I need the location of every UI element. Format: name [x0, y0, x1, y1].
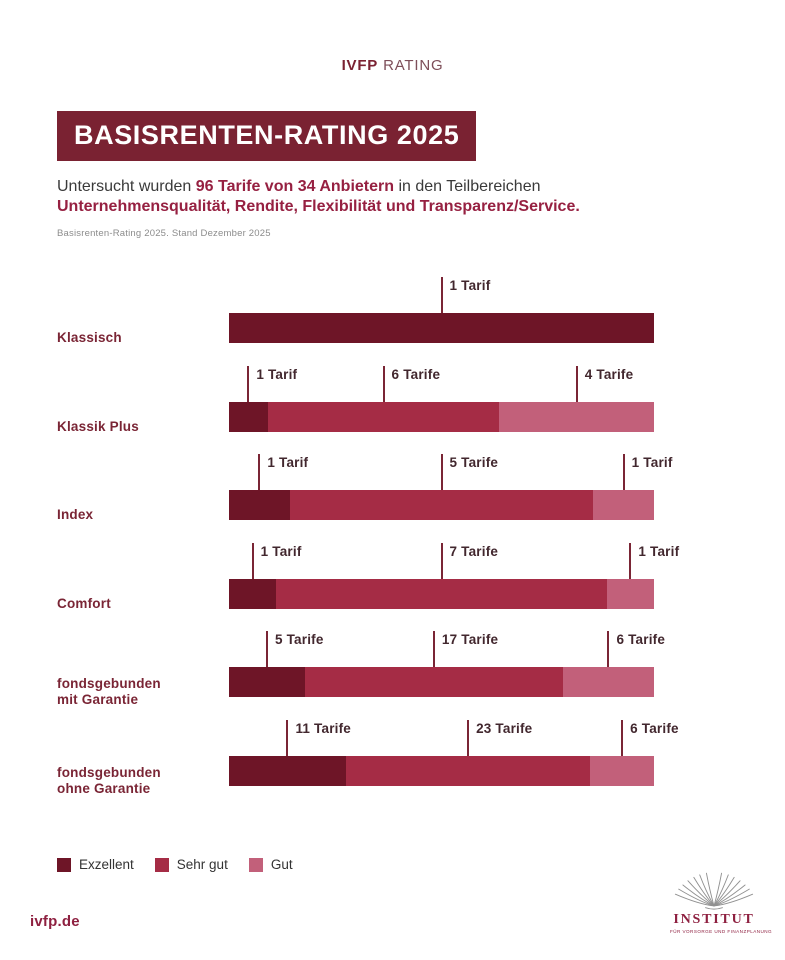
tick-label: 1 Tarif [638, 543, 680, 559]
bar-row-index: 1 Tarif 5 Tarife 1 Tarif [229, 454, 672, 520]
bar-segment-sehr-gut [345, 755, 591, 786]
tick-line [251, 542, 254, 579]
tick-label: 23 Tarife [476, 720, 533, 736]
tick-label: 1 Tarif [267, 455, 309, 470]
tick-label: 1 Tarif [631, 455, 673, 470]
bar-segment-gut [606, 578, 654, 609]
bar-row-klassik-plus: 1 Tarif 6 Tarife 4 Tarife [229, 365, 654, 432]
bar-segment-exzellent [229, 667, 305, 697]
bar-row-comfort: 1 Tarif 7 Tarife 1 Tarif [229, 542, 679, 609]
legend-item-exzellent: Exzellent [57, 857, 134, 872]
tick-line [607, 631, 610, 667]
intro-mid: in den Teilbereichen [394, 178, 541, 195]
bar-segment-exzellent [229, 755, 346, 786]
logo-institut-text: INSTITUT [673, 912, 755, 927]
tick-label: 5 Tarife [274, 632, 324, 647]
tick-line [440, 277, 443, 313]
bar-segment-exzellent [229, 401, 268, 432]
category-label-klassik-plus: Klassik Plus [57, 418, 139, 434]
tick-label: 7 Tarife [449, 543, 499, 559]
bar-segment-exzellent [229, 490, 290, 520]
tick-line [247, 365, 250, 402]
open-book-icon [674, 872, 754, 910]
logo-tagline-text: FÜR VORSORGE UND FINANZPLANUNG [670, 929, 773, 934]
bar-fondsgebunden-ohne-garantie [229, 755, 654, 786]
bar-fondsgebunden-mit-garantie [229, 667, 654, 697]
intro-pre: Untersucht wurden [57, 178, 196, 195]
bar-segment-sehr-gut [289, 490, 594, 520]
legend: Exzellent Sehr gut Gut [57, 857, 293, 872]
bar-index [229, 490, 654, 520]
legend-swatch-exzellent [57, 857, 71, 872]
tick-label: 6 Tarife [391, 366, 441, 382]
brand-ivfp: IVFP [341, 57, 379, 74]
bar-row-klassisch: 1 Tarif [229, 277, 654, 343]
category-label-fondsgebunden-ohne-garantie: fondsgebunden ohne Garantie [57, 764, 161, 796]
brand-header: IVFP RATING [0, 57, 785, 74]
intro-highlight-bereiche: Unternehmensqualität, Rendite, Flexibili… [57, 198, 580, 215]
bar-klassisch [229, 313, 654, 343]
tick-line [432, 631, 435, 667]
tick-label: 4 Tarife [584, 366, 634, 382]
tick-label: 1 Tarif [449, 278, 491, 293]
tick-line [467, 719, 470, 756]
legend-item-gut: Gut [248, 857, 293, 872]
tick-line [265, 631, 268, 667]
bar-comfort [229, 578, 654, 609]
category-label-index: Index [57, 507, 94, 522]
institut-logo: INSTITUT FÜR VORSORGE UND FINANZPLANUNG [670, 869, 773, 934]
bar-segment-sehr-gut [267, 401, 500, 432]
tick-label: 1 Tarif [260, 543, 302, 559]
tick-line [629, 542, 632, 579]
bar-segment-sehr-gut [276, 578, 607, 609]
bar-segment-exzellent [229, 578, 277, 609]
bar-segment-gut [499, 401, 654, 432]
stand-note: Basisrenten-Rating 2025. Stand Dezember … [57, 228, 271, 239]
legend-label: Exzellent [79, 857, 134, 872]
tick-label: 17 Tarife [441, 632, 499, 647]
intro-highlight-tarife: 96 Tarife von 34 Anbietern [195, 178, 395, 195]
category-label-fondsgebunden-mit-garantie: fondsgebunden mit Garantie [57, 676, 161, 707]
legend-item-sehr-gut: Sehr gut [154, 857, 228, 872]
tick-label: 11 Tarife [295, 720, 352, 736]
bar-row-fondsgebunden-ohne-garantie: 11 Tarife 23 Tarife 6 Tarife [229, 719, 679, 786]
bar-segment-exzellent [229, 313, 654, 343]
category-label-comfort: Comfort [57, 595, 111, 611]
tick-label: 5 Tarife [449, 455, 499, 470]
category-label-klassisch: Klassisch [57, 330, 122, 345]
tick-label: 6 Tarife [616, 632, 666, 647]
tick-line [622, 454, 625, 490]
brand-rating: RATING [383, 57, 444, 74]
legend-swatch-gut [248, 857, 263, 872]
bar-segment-sehr-gut [304, 667, 563, 697]
bar-klassik-plus [229, 401, 654, 432]
bar-segment-gut [590, 755, 654, 786]
tick-line [575, 365, 578, 402]
bar-segment-gut [562, 667, 654, 697]
legend-swatch-sehr-gut [154, 857, 169, 872]
bar-segment-gut [593, 490, 654, 520]
tick-label: 6 Tarife [630, 720, 679, 736]
legend-label: Sehr gut [176, 857, 228, 872]
legend-label: Gut [270, 857, 293, 872]
tick-label: 1 Tarif [256, 366, 298, 382]
page-title: BASISRENTEN-RATING 2025 [57, 111, 477, 161]
tick-line [286, 719, 289, 756]
tick-line [621, 719, 624, 756]
tick-line [258, 454, 261, 490]
website-text: ivfp.de [30, 913, 80, 930]
tick-line [440, 542, 443, 579]
tick-line [440, 454, 443, 490]
intro-text: Untersucht wurden 96 Tarife von 34 Anbie… [57, 177, 580, 217]
tick-line [382, 365, 385, 402]
bar-row-fondsgebunden-mit-garantie: 5 Tarife 17 Tarife 6 Tarife [229, 631, 665, 697]
